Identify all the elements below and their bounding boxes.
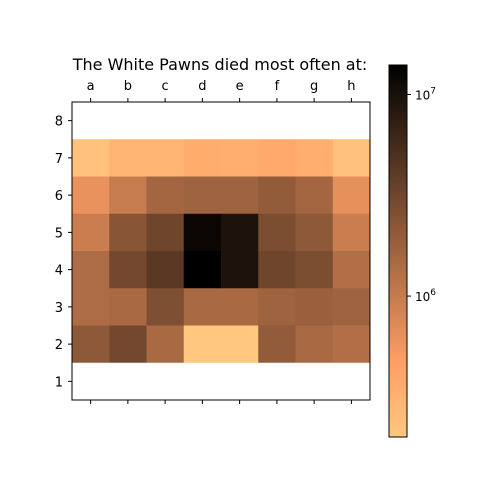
heatmap-cell-c6 (147, 177, 185, 215)
heatmap-cell-a8 (72, 102, 110, 140)
heatmap-cell-f4 (258, 251, 296, 289)
heatmap-cell-g7 (296, 139, 334, 177)
heatmap-cell-g1 (296, 363, 334, 401)
heatmap-cell-d6 (184, 177, 222, 215)
x-ticks-bottom (91, 400, 352, 404)
x-tick-label: c (162, 79, 169, 94)
heatmap-cell-g3 (296, 288, 334, 326)
heatmap-cell-b8 (109, 102, 147, 140)
heatmap-cell-f8 (258, 102, 296, 140)
heatmap-cell-h5 (333, 214, 371, 252)
y-tick-label: 5 (55, 226, 63, 241)
heatmap-cell-d7 (184, 139, 222, 177)
heatmap-cell-g5 (296, 214, 334, 252)
heatmap-cell-f1 (258, 363, 296, 401)
heatmap-cell-c3 (147, 288, 185, 326)
chart-title: The White Pawns died most often at: (72, 55, 368, 74)
heatmap-cell-g6 (296, 177, 334, 215)
heatmap-cell-a6 (72, 177, 110, 215)
heatmap-cell-h1 (333, 363, 371, 401)
heatmap-cell-d1 (184, 363, 222, 401)
heatmap-cell-a3 (72, 288, 110, 326)
heatmap-cell-h7 (333, 139, 371, 177)
heatmap-cell-c4 (147, 251, 185, 289)
heatmap-cell-h3 (333, 288, 371, 326)
y-tick-label: 3 (55, 301, 63, 316)
heatmap-cell-c7 (147, 139, 185, 177)
heatmap-cell-a5 (72, 214, 110, 252)
heatmap-cell-f5 (258, 214, 296, 252)
x-tick-label: a (87, 79, 95, 94)
heatmap-cell-d5 (184, 214, 222, 252)
heatmap-cell-b5 (109, 214, 147, 252)
heatmap-cell-e4 (221, 251, 259, 289)
heatmap-cell-b1 (109, 363, 147, 401)
heatmap-cell-e3 (221, 288, 259, 326)
colorbar-ticks: 106 107 (407, 86, 436, 304)
heatmap-cell-c1 (147, 363, 185, 401)
heatmap-cell-e8 (221, 102, 259, 140)
x-tick-label: g (310, 79, 318, 94)
heatmap-cell-c5 (147, 214, 185, 252)
heatmap-cell-b3 (109, 288, 147, 326)
heatmap-cell-e5 (221, 214, 259, 252)
y-tick-label: 7 (55, 152, 63, 167)
colorbar (389, 65, 407, 437)
x-tick-label: d (198, 79, 206, 94)
x-tick-label: b (124, 79, 132, 94)
y-tick-labels: 8 7 6 5 4 3 2 1 (55, 115, 72, 391)
heatmap-cells (72, 102, 370, 400)
y-tick-label: 4 (55, 264, 63, 279)
heatmap-cell-g4 (296, 251, 334, 289)
heatmap-cell-d4 (184, 251, 222, 289)
heatmap-cell-f7 (258, 139, 296, 177)
heatmap-cell-a7 (72, 139, 110, 177)
heatmap-cell-g8 (296, 102, 334, 140)
heatmap-cell-e7 (221, 139, 259, 177)
heatmap-cell-c8 (147, 102, 185, 140)
heatmap-cell-b7 (109, 139, 147, 177)
y-tick-label: 2 (55, 338, 63, 353)
x-tick-label: f (275, 79, 280, 94)
heatmap-cell-a1 (72, 363, 110, 401)
heatmap-cell-d3 (184, 288, 222, 326)
heatmap-cell-b6 (109, 177, 147, 215)
x-tick-labels-top: a b c d e f g h (87, 79, 356, 102)
heatmap-cell-h4 (333, 251, 371, 289)
heatmap-cell-e1 (221, 363, 259, 401)
heatmap-cell-e6 (221, 177, 259, 215)
x-tick-label: e (236, 79, 244, 94)
colorbar-tick-label: 106 (415, 288, 436, 304)
heatmap-cell-c2 (147, 326, 185, 364)
heatmap-cell-d8 (184, 102, 222, 140)
heatmap-cell-f2 (258, 326, 296, 364)
y-tick-label: 1 (55, 375, 63, 390)
heatmap-cell-f6 (258, 177, 296, 215)
heatmap-cell-b4 (109, 251, 147, 289)
heatmap-cell-h6 (333, 177, 371, 215)
heatmap-cell-a2 (72, 326, 110, 364)
heatmap-cell-h2 (333, 326, 371, 364)
heatmap-cell-e2 (221, 326, 259, 364)
heatmap-cell-h8 (333, 102, 371, 140)
heatmap-cell-d2 (184, 326, 222, 364)
y-tick-label: 8 (55, 115, 63, 130)
y-tick-label: 6 (55, 189, 63, 204)
heatmap-cell-f3 (258, 288, 296, 326)
heatmap-cell-b2 (109, 326, 147, 364)
heatmap-cell-a4 (72, 251, 110, 289)
heatmap-cell-g2 (296, 326, 334, 364)
x-tick-label: h (347, 79, 355, 94)
colorbar-tick-label: 107 (415, 86, 436, 102)
